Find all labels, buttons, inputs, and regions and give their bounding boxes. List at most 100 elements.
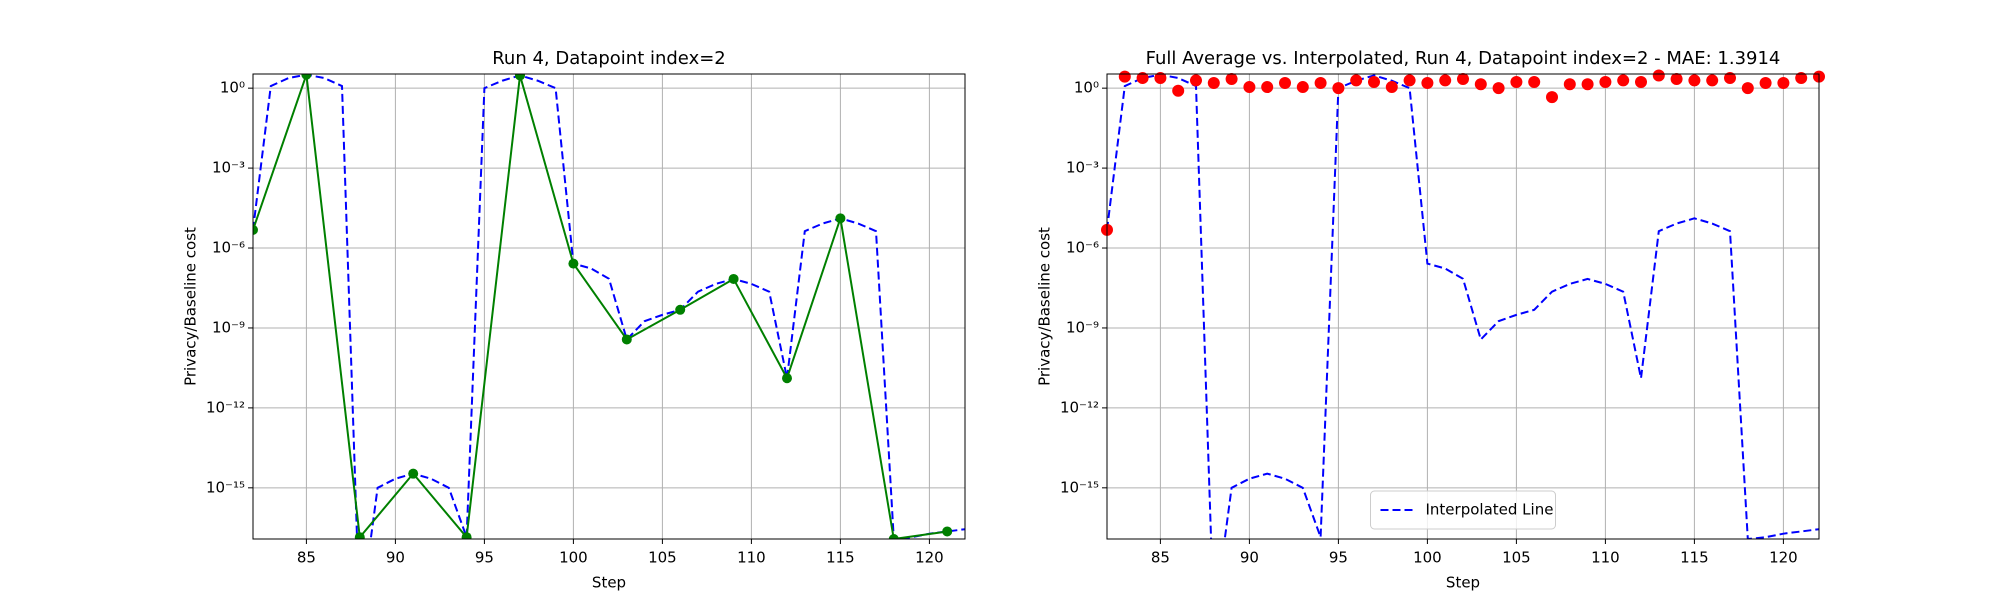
- scatter-point: [1368, 76, 1380, 89]
- scatter-point: [1741, 82, 1754, 95]
- scatter-point: [1385, 81, 1398, 94]
- scatter-point: [1510, 76, 1523, 89]
- scatter-point: [1777, 77, 1790, 90]
- y-tick-label: 10⁻⁶: [1066, 239, 1099, 257]
- scatter-point: [1759, 77, 1772, 90]
- y-axis-label: Privacy/Baseline cost: [182, 227, 200, 386]
- y-tick-label: 10⁰: [1074, 79, 1099, 97]
- x-axis-label: Step: [592, 574, 626, 592]
- y-tick-label: 10⁻³: [1066, 159, 1099, 177]
- scatter-point: [1599, 76, 1612, 89]
- x-tick-label: 90: [1240, 549, 1259, 567]
- line-marker: [408, 468, 419, 479]
- x-axis-label: Step: [1446, 574, 1480, 592]
- x-tick-label: 120: [915, 549, 944, 567]
- y-tick-label: 10⁰: [220, 79, 245, 97]
- line-marker: [461, 532, 472, 539]
- line: [253, 74, 965, 539]
- y-axis-label: Privacy/Baseline cost: [1036, 227, 1054, 386]
- x-tick-label: 105: [648, 549, 677, 567]
- scatter-point: [1670, 73, 1683, 86]
- y-tick-label: 10⁻⁹: [212, 318, 245, 336]
- x-tick-label: 100: [1413, 549, 1442, 567]
- chart-title: Full Average vs. Interpolated, Run 4, Da…: [1146, 48, 1781, 69]
- x-tick-label: 120: [1769, 549, 1798, 567]
- scatter-point: [1261, 81, 1274, 94]
- x-tick-label: 110: [737, 549, 766, 567]
- scatter-point: [1474, 78, 1487, 91]
- line-marker: [835, 213, 846, 224]
- scatter-point: [1528, 76, 1541, 89]
- y-tick-label: 10⁻¹²: [1060, 398, 1099, 416]
- y-tick-label: 10⁻³: [212, 159, 245, 177]
- line: [1107, 74, 1819, 539]
- line-marker: [888, 534, 899, 539]
- x-tick-label: 85: [1151, 549, 1170, 567]
- legend-label: Interpolated Line: [1426, 501, 1554, 519]
- x-tick-label: 85: [297, 549, 316, 567]
- line-marker: [728, 273, 739, 284]
- x-tick-label: 115: [826, 549, 855, 567]
- subplot: 85 90 95 100 105 110 115 120 10⁰ 10⁻³ 10⁻⁶ 10⁻⁹ 10⁻¹…: [1036, 48, 1825, 592]
- x-tick-label: 105: [1502, 549, 1531, 567]
- scatter-point: [1279, 77, 1291, 90]
- scatter-point: [1243, 81, 1256, 94]
- scatter-point: [1635, 76, 1647, 89]
- line-marker: [354, 532, 365, 539]
- line-marker: [253, 224, 258, 235]
- legend-box: [1370, 490, 1556, 530]
- x-tick-label: 100: [559, 549, 588, 567]
- line-marker: [942, 526, 953, 537]
- scatter-point: [1118, 70, 1131, 83]
- scatter-point: [1706, 74, 1719, 87]
- line: [253, 74, 948, 539]
- x-tick-label: 115: [1680, 549, 1709, 567]
- scatter-point: [1172, 84, 1185, 97]
- scatter-point: [1207, 77, 1220, 90]
- x-tick-label: 90: [386, 549, 405, 567]
- scatter-point: [1225, 73, 1238, 86]
- scatter-point: [1314, 77, 1327, 90]
- scatter-point: [1332, 82, 1345, 95]
- axes-frame: [252, 73, 966, 540]
- scatter-point: [1563, 78, 1576, 91]
- chart-title: Run 4, Datapoint index=2: [492, 48, 726, 69]
- scatter-point: [1403, 74, 1416, 87]
- scatter-point: [1421, 77, 1434, 90]
- axes-frame: [1106, 73, 1820, 540]
- scatter-point: [1652, 69, 1665, 82]
- plot-area: [253, 74, 965, 539]
- y-tick-label: 10⁻⁹: [1066, 318, 1099, 336]
- scatter-point: [1581, 78, 1594, 91]
- x-tick-label: 95: [475, 549, 494, 567]
- scatter-point: [1190, 74, 1202, 87]
- scatter-point: [1688, 74, 1701, 87]
- y-tick-label: 10⁻⁶: [212, 239, 245, 257]
- scatter-point: [1492, 82, 1505, 95]
- subplot: 85 90 95 100 105 110 115 120 10⁰ 10⁻³ 10⁻⁶ 10⁻⁹ 10⁻¹…: [182, 48, 966, 592]
- scatter-point: [1724, 72, 1736, 85]
- line-marker: [515, 74, 525, 81]
- scatter-point: [1136, 72, 1149, 85]
- line-marker: [675, 304, 686, 315]
- x-tick-label: 110: [1591, 549, 1620, 567]
- y-tick-label: 10⁻¹²: [206, 398, 245, 416]
- line-marker: [568, 258, 579, 269]
- scatter-point: [1795, 72, 1808, 85]
- line-marker: [301, 74, 312, 80]
- x-tick-label: 95: [1329, 549, 1348, 567]
- line-marker: [621, 334, 632, 345]
- y-tick-label: 10⁻¹⁵: [206, 478, 245, 496]
- line-marker: [782, 373, 792, 384]
- scatter-point: [1350, 74, 1363, 87]
- scatter-point: [1617, 74, 1630, 87]
- scatter-point: [1154, 72, 1167, 85]
- scatter-point: [1296, 81, 1309, 94]
- scatter-point: [1457, 73, 1469, 86]
- legend: Interpolated Line: [1370, 490, 1556, 530]
- y-tick-label: 10⁻¹⁵: [1060, 478, 1099, 496]
- scatter-point: [1546, 91, 1558, 104]
- scatter-point: [1439, 74, 1452, 87]
- plot-area: [1107, 74, 1819, 539]
